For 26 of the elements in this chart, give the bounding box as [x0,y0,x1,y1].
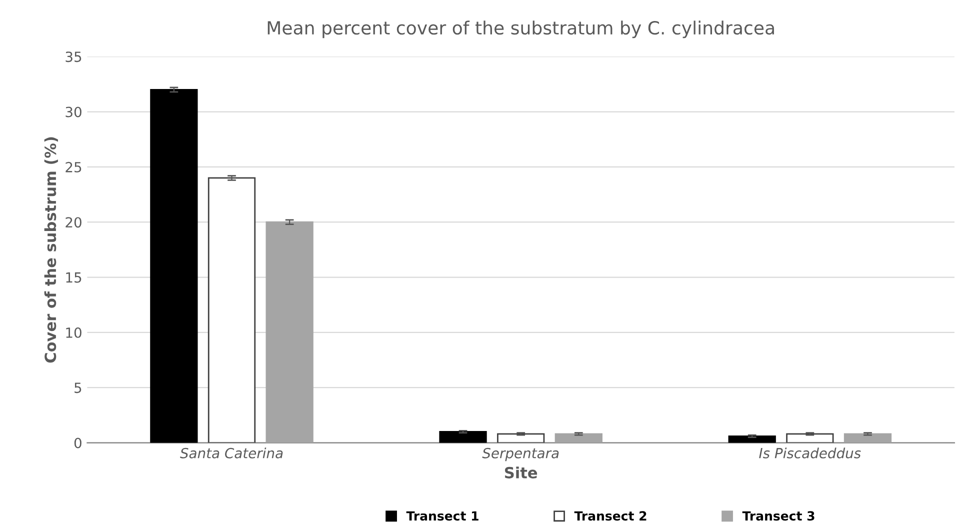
bar [439,431,487,443]
y-tick-label: 30 [66,106,82,118]
y-tick-label: 15 [66,272,82,283]
x-tick-label: Santa Caterina [180,448,283,458]
y-tick-label: 10 [66,327,82,338]
x-tick-label: Is Piscadeddus [759,448,861,458]
bar [786,433,834,443]
y-tick-label: 0 [74,438,82,448]
y-axis-title: Cover of the substrum (%) [44,137,58,363]
bar [728,435,776,443]
y-tick-label: 35 [66,52,82,62]
x-axis-title: Site [504,466,538,478]
x-tick-label: Serpentara [482,448,559,462]
y-tick-label: 20 [66,217,82,228]
legend-label: Transect 2 [574,511,646,521]
legend-label: Transect 1 [406,511,478,521]
bar [266,221,314,443]
bar [208,177,256,443]
chart-title: Mean percent cover of the substratum by C. cylindracea [268,20,774,38]
y-tick-label: 5 [74,382,82,394]
bar [844,433,892,443]
bar [554,433,602,443]
legend-label: Transect 3 [742,511,814,521]
bar [150,89,198,443]
y-tick-label: 25 [66,162,82,172]
bar [497,433,545,443]
